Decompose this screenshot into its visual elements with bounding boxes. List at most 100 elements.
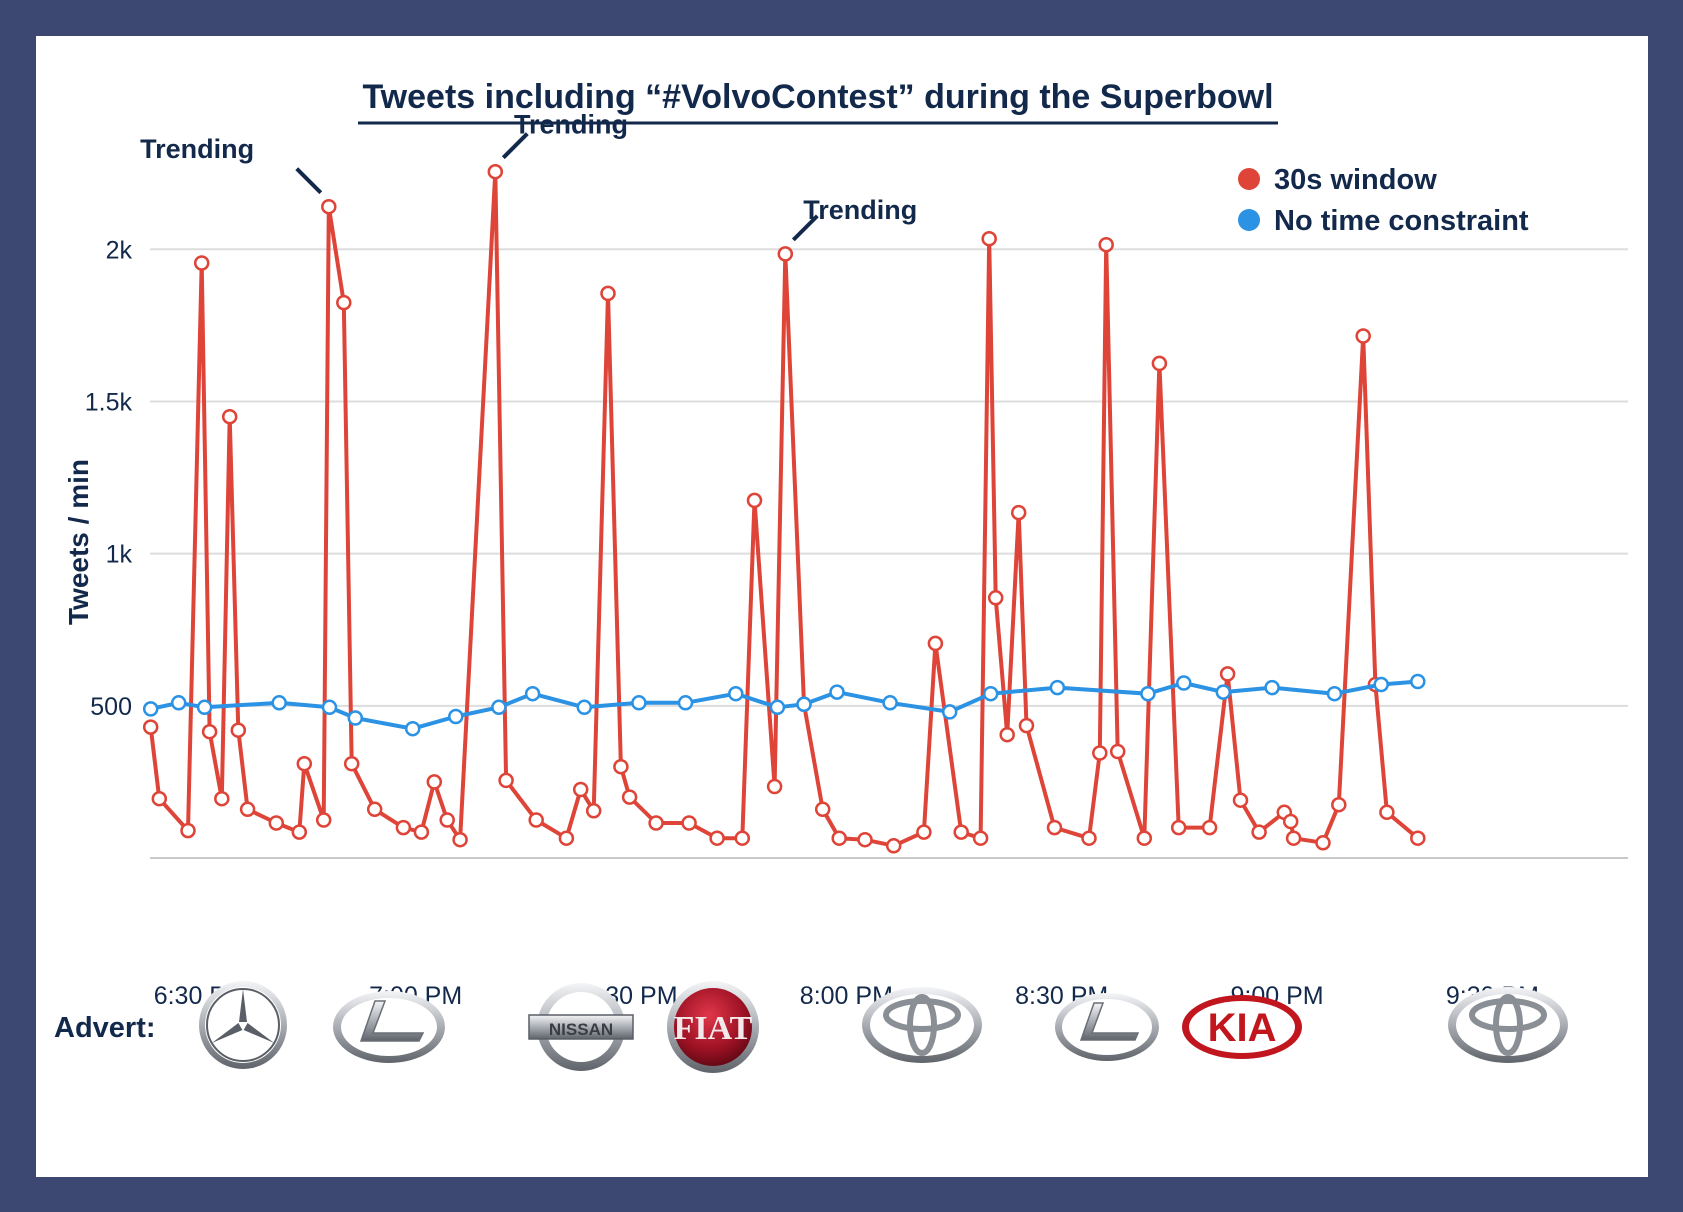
data-point bbox=[572, 781, 589, 798]
data-point bbox=[814, 801, 831, 818]
data-point bbox=[321, 699, 338, 716]
y-axis-label: Tweets / min bbox=[63, 459, 94, 625]
data-point bbox=[404, 720, 421, 737]
data-point bbox=[336, 294, 352, 311]
data-point bbox=[343, 755, 360, 772]
data-point bbox=[585, 803, 602, 819]
data-point bbox=[1201, 819, 1218, 836]
data-point bbox=[230, 722, 247, 738]
data-point bbox=[1018, 717, 1035, 734]
data-point bbox=[734, 830, 751, 846]
annotation-leader bbox=[501, 132, 529, 160]
data-point bbox=[395, 819, 412, 836]
series-30s-window bbox=[142, 163, 1426, 854]
data-point bbox=[1136, 830, 1153, 846]
data-point bbox=[1379, 804, 1395, 821]
data-point bbox=[1140, 685, 1156, 702]
toyota-logo-icon bbox=[862, 987, 982, 1063]
legend-swatch-30s-window bbox=[1238, 168, 1260, 190]
data-point bbox=[142, 719, 159, 735]
data-point bbox=[1232, 792, 1249, 808]
data-point bbox=[777, 246, 794, 262]
data-point bbox=[981, 230, 997, 247]
data-point bbox=[972, 830, 989, 846]
data-point bbox=[201, 723, 218, 740]
data-point bbox=[271, 695, 287, 711]
data-point bbox=[558, 830, 575, 846]
mercedes-logo-icon bbox=[199, 981, 287, 1069]
gridlines bbox=[150, 248, 1628, 859]
data-point bbox=[491, 699, 507, 716]
series-layer bbox=[142, 163, 1426, 854]
data-point bbox=[1282, 813, 1299, 830]
data-point bbox=[927, 635, 944, 652]
y-axis-ticks: 500 1k 1.5k 2k bbox=[85, 236, 133, 721]
data-point bbox=[916, 824, 932, 840]
data-point bbox=[648, 815, 664, 831]
data-point bbox=[1215, 684, 1232, 700]
y-tick-label: 2k bbox=[106, 236, 133, 264]
data-point bbox=[1285, 830, 1302, 846]
data-point bbox=[193, 255, 210, 271]
data-point bbox=[448, 708, 464, 725]
data-point bbox=[999, 726, 1015, 743]
data-point bbox=[1092, 745, 1108, 761]
kia-wordmark: KIA bbox=[1208, 1006, 1277, 1050]
data-point bbox=[728, 685, 744, 702]
nissan-logo-icon: NISSAN bbox=[528, 983, 634, 1071]
annotation-label-trending: Trending bbox=[803, 195, 917, 225]
data-point bbox=[1151, 355, 1168, 372]
data-point bbox=[982, 685, 999, 702]
data-point bbox=[524, 685, 541, 702]
data-point bbox=[142, 701, 159, 717]
data-point bbox=[347, 710, 364, 726]
data-point bbox=[1010, 504, 1027, 521]
data-point bbox=[1264, 679, 1280, 696]
lexus-logo-icon bbox=[333, 991, 445, 1063]
data-point bbox=[857, 831, 873, 848]
y-tick-label: 500 bbox=[90, 693, 132, 721]
data-point bbox=[613, 758, 629, 775]
data-point bbox=[439, 812, 455, 828]
legend-swatch-no-time-constraint bbox=[1238, 209, 1260, 231]
data-point bbox=[1046, 819, 1063, 836]
data-point bbox=[321, 198, 337, 215]
data-point bbox=[882, 695, 898, 711]
annotation-leader bbox=[295, 167, 323, 195]
data-point bbox=[221, 408, 238, 425]
data-point bbox=[1081, 830, 1097, 846]
data-point bbox=[239, 801, 256, 818]
data-point bbox=[576, 699, 593, 716]
data-point bbox=[426, 774, 443, 790]
data-point bbox=[196, 699, 213, 716]
data-point bbox=[885, 838, 902, 854]
data-point bbox=[1326, 685, 1343, 702]
data-point bbox=[1098, 236, 1114, 253]
data-point bbox=[170, 695, 187, 711]
data-point bbox=[831, 830, 847, 846]
data-point bbox=[1410, 830, 1426, 846]
data-point bbox=[498, 772, 514, 789]
data-point bbox=[987, 590, 1004, 606]
lexus-logo-icon bbox=[1055, 993, 1159, 1061]
data-point bbox=[1176, 675, 1192, 691]
data-point bbox=[796, 696, 812, 713]
data-point bbox=[681, 815, 697, 831]
data-point bbox=[1219, 666, 1236, 682]
data-point bbox=[766, 778, 783, 795]
annotation-label-trending: Trending bbox=[140, 134, 254, 164]
data-point bbox=[1315, 835, 1331, 851]
chart-title: Tweets including “#VolvoContest” during … bbox=[362, 78, 1273, 116]
data-point bbox=[829, 684, 845, 700]
fiat-logo-icon: FIAT bbox=[667, 981, 759, 1073]
advert-label: Advert: bbox=[54, 1012, 156, 1044]
data-point bbox=[746, 492, 763, 509]
series-line bbox=[148, 169, 1420, 848]
data-point bbox=[1410, 673, 1426, 690]
toyota-logo-icon bbox=[1448, 987, 1568, 1063]
data-point bbox=[452, 831, 468, 848]
data-point bbox=[413, 824, 430, 840]
fiat-wordmark: FIAT bbox=[674, 1010, 753, 1047]
data-point bbox=[631, 695, 647, 711]
data-point bbox=[180, 822, 196, 839]
